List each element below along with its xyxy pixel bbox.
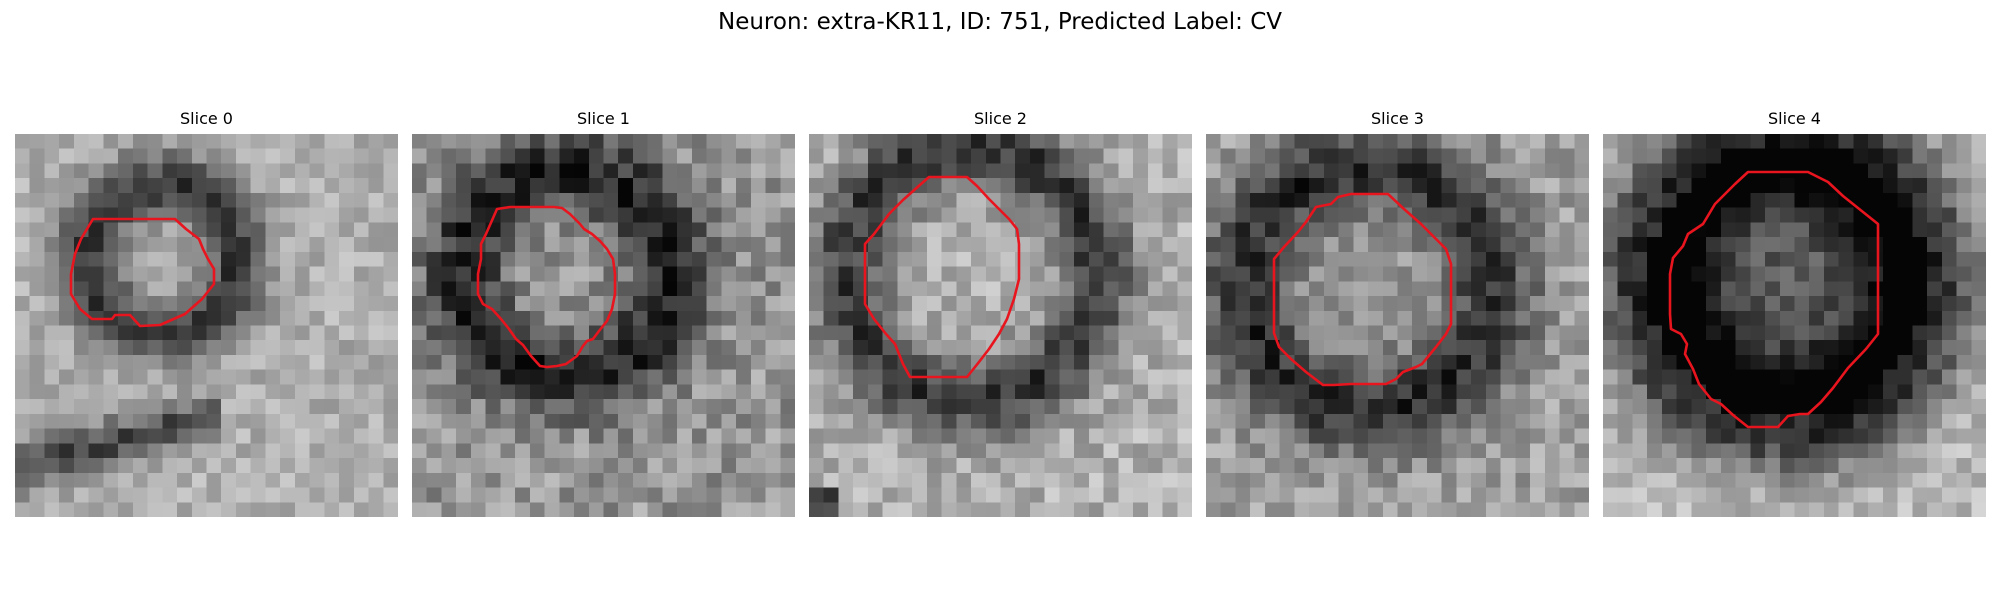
cell-contour-2 bbox=[863, 175, 1021, 379]
slice-title-1: Slice 1 bbox=[577, 109, 630, 128]
cell-contour-3 bbox=[1272, 192, 1453, 387]
slice-title-0: Slice 0 bbox=[180, 109, 233, 128]
slice-image-0 bbox=[15, 134, 398, 517]
cell-contour-1 bbox=[476, 205, 617, 369]
grayscale-pixels-4 bbox=[1603, 134, 1986, 517]
slice-title-2: Slice 2 bbox=[974, 109, 1027, 128]
grayscale-pixels-1 bbox=[412, 134, 795, 517]
slice-image-4 bbox=[1603, 134, 1986, 517]
slice-panel-2: Slice 2 bbox=[809, 0, 1192, 600]
cell-contour-4 bbox=[1668, 170, 1880, 429]
slice-image-1 bbox=[412, 134, 795, 517]
grayscale-pixels-2 bbox=[809, 134, 1192, 517]
grayscale-pixels-0 bbox=[15, 134, 398, 517]
cell-contour-0 bbox=[69, 217, 216, 328]
figure-title: Neuron: extra-KR11, ID: 751, Predicted L… bbox=[717, 9, 1283, 35]
slice-title-4: Slice 4 bbox=[1768, 109, 1821, 128]
slice-panel-1: Slice 1 bbox=[412, 0, 795, 600]
slice-panel-4: Slice 4 bbox=[1603, 0, 1986, 600]
slice-image-3 bbox=[1206, 134, 1589, 517]
slice-panel-3: Slice 3 bbox=[1206, 0, 1589, 600]
slice-image-2 bbox=[809, 134, 1192, 517]
grayscale-pixels-3 bbox=[1206, 134, 1589, 517]
slice-panel-0: Slice 0 bbox=[15, 0, 398, 600]
slice-title-3: Slice 3 bbox=[1371, 109, 1424, 128]
